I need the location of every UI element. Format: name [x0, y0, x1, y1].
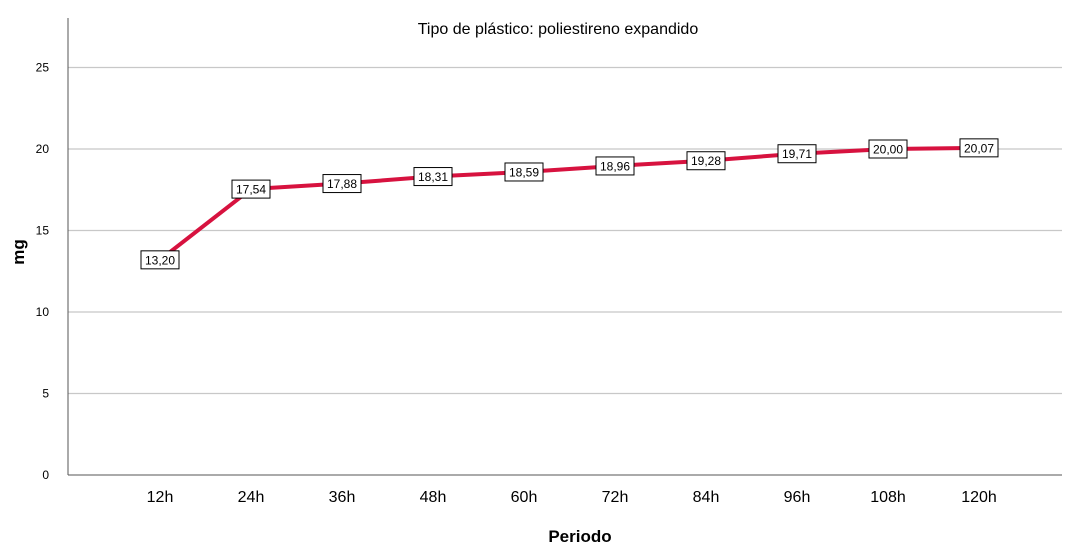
x-tick-label: 12h: [147, 489, 174, 506]
data-label: 18,31: [414, 168, 452, 186]
data-label: 19,71: [778, 145, 816, 163]
y-tick-label: 5: [42, 387, 49, 401]
data-label-text: 20,07: [964, 141, 994, 155]
data-label-text: 18,96: [600, 159, 630, 173]
data-label-text: 13,20: [145, 253, 175, 267]
x-tick-label: 96h: [784, 489, 811, 506]
x-tick-label: 72h: [602, 489, 629, 506]
data-label: 13,20: [141, 251, 179, 269]
y-tick-label: 25: [36, 61, 50, 75]
series-line: [160, 148, 979, 260]
data-label-text: 17,54: [236, 183, 266, 197]
axes: [68, 18, 1062, 475]
x-tick-label: 84h: [693, 489, 720, 506]
series: [160, 148, 979, 260]
y-tick-label: 15: [36, 224, 50, 238]
x-axis-title: Periodo: [548, 527, 611, 546]
y-axis-title: mg: [9, 239, 28, 265]
x-tick-label: 120h: [961, 489, 997, 506]
data-label-text: 20,00: [873, 143, 903, 157]
x-tick-label: 108h: [870, 489, 906, 506]
x-tick-labels: 12h 24h 36h 48h 60h 72h 84h 96h 108h 120h: [147, 489, 997, 506]
data-label: 20,07: [960, 139, 998, 157]
data-label: 19,28: [687, 152, 725, 170]
y-tick-labels: 0 5 10 15 20 25: [36, 61, 50, 483]
data-label: 18,96: [596, 157, 634, 175]
y-tick-label: 10: [36, 305, 50, 319]
chart-title: Tipo de plástico: poliestireno expandido: [418, 21, 699, 38]
x-tick-label: 48h: [420, 489, 447, 506]
data-label: 17,54: [232, 180, 270, 198]
data-label-text: 18,59: [509, 165, 539, 179]
data-label: 20,00: [869, 140, 907, 158]
data-label: 18,59: [505, 163, 543, 181]
x-tick-label: 36h: [329, 489, 356, 506]
data-labels: 13,20 17,54 17,88 18,31 18,59 18,96 19,28 19,71…: [141, 139, 998, 269]
data-label-text: 19,28: [691, 154, 721, 168]
y-tick-label: 0: [42, 468, 49, 482]
x-tick-label: 24h: [238, 489, 265, 506]
data-label-text: 18,31: [418, 170, 448, 184]
gridlines: [68, 68, 1062, 394]
x-tick-label: 60h: [511, 489, 538, 506]
data-label: 17,88: [323, 175, 361, 193]
data-label-text: 19,71: [782, 147, 812, 161]
data-label-text: 17,88: [327, 177, 357, 191]
y-tick-label: 20: [36, 142, 50, 156]
